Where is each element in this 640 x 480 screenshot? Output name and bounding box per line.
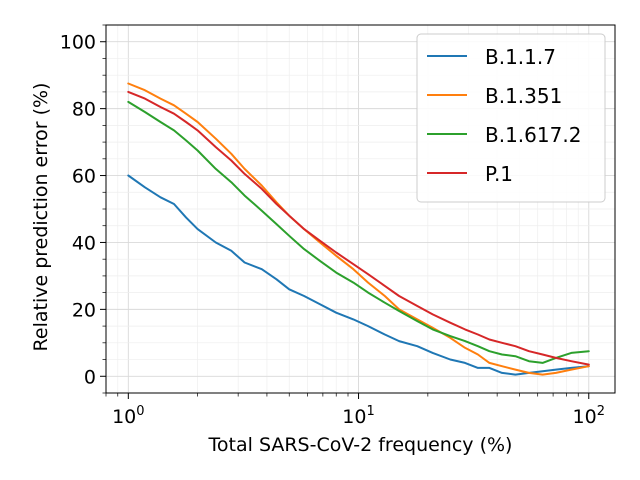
y-tick-label: 40 — [72, 232, 96, 254]
y-tick-label: 60 — [72, 166, 96, 188]
legend-label: P.1 — [485, 162, 513, 186]
y-axis-label: Relative prediction error (%) — [30, 83, 52, 352]
y-tick-label: 80 — [72, 99, 96, 121]
y-tick-label: 0 — [84, 366, 96, 388]
legend-label: B.1.351 — [485, 84, 562, 108]
y-tick-label: 20 — [72, 299, 96, 321]
legend-label: B.1.617.2 — [485, 123, 581, 147]
series-line-3 — [127, 100, 590, 364]
legend: B.1.1.7 B.1.351 B.1.617.2 P.1 — [416, 33, 606, 203]
series-line-1 — [127, 174, 590, 376]
x-axis-label: Total SARS-CoV-2 frequency (%) — [208, 434, 513, 456]
series-line-4 — [127, 90, 590, 366]
x-tick-label: 102 — [573, 404, 605, 428]
x-tick-label: 100 — [112, 404, 144, 428]
legend-label: B.1.1.7 — [485, 45, 556, 69]
series-lines — [127, 82, 590, 376]
legend-box — [416, 33, 606, 203]
axis-ticks: 0 20 40 60 80 100 100 101 102 — [60, 24, 605, 428]
y-tick-label: 100 — [60, 32, 96, 54]
series-line-2 — [127, 82, 590, 376]
x-tick-label: 101 — [342, 404, 374, 428]
